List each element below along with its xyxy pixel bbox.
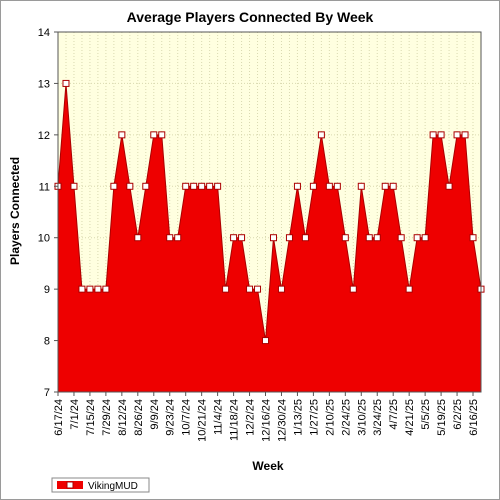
y-axis-label: Players Connected: [8, 157, 22, 265]
data-point: [365, 234, 373, 242]
data-point: [142, 182, 150, 190]
data-point: [269, 234, 277, 242]
chart-title: Average Players Connected By Week: [127, 9, 374, 25]
data-point: [150, 131, 158, 139]
x-axis-label: Week: [252, 459, 283, 473]
y-tick-label: 11: [39, 181, 50, 193]
data-point: [445, 182, 453, 190]
data-point: [341, 234, 349, 242]
y-tick-label: 8: [44, 336, 50, 348]
x-tick-label: 12/30/24: [276, 399, 288, 442]
data-point: [190, 182, 198, 190]
x-tick-label: 11/4/24: [213, 399, 225, 435]
data-point: [174, 234, 182, 242]
x-tick-label: 10/7/24: [181, 399, 193, 436]
x-tick-label: 12/2/24: [245, 399, 257, 436]
legend: VikingMUD: [51, 477, 150, 493]
data-point: [389, 182, 397, 190]
data-point: [381, 182, 389, 190]
y-tick-label: 14: [38, 27, 50, 39]
data-point: [405, 285, 413, 293]
data-point: [110, 182, 118, 190]
x-tick-label: 11/18/24: [229, 399, 241, 441]
plot-area: 7 8 9 10 11 12 13 14 6/17/24 7/1/24 7/15/24 7/29/24…: [38, 27, 485, 442]
x-tick-label: 6/2/25: [452, 399, 464, 430]
data-point: [285, 234, 293, 242]
x-tick-label: 5/19/25: [436, 399, 448, 436]
x-tick-label: 5/5/25: [420, 399, 432, 430]
data-point: [373, 234, 381, 242]
y-tick-label: 9: [44, 284, 50, 296]
plot-border: [57, 31, 482, 393]
x-tick-label: 3/10/25: [356, 399, 368, 436]
x-tick-label: 7/1/24: [69, 399, 81, 430]
x-tick-label: 9/9/24: [149, 399, 161, 430]
x-tick-label: 4/21/25: [404, 399, 416, 436]
data-point: [214, 182, 222, 190]
data-point: [246, 285, 254, 293]
data-point: [118, 131, 126, 139]
x-tick-label: 7/15/24: [85, 399, 97, 436]
data-point: [437, 131, 445, 139]
data-point: [429, 131, 437, 139]
x-tick-label: 1/13/25: [292, 399, 304, 436]
data-point: [397, 234, 405, 242]
data-point: [94, 285, 102, 293]
legend-marker: [66, 481, 74, 489]
data-point: [421, 234, 429, 242]
x-tick-label: 1/27/25: [308, 399, 320, 436]
series-line-vikingmud: [57, 83, 482, 341]
data-point: [134, 234, 142, 242]
data-point: [78, 285, 86, 293]
data-point: [309, 182, 317, 190]
x-tick-label: 6/17/24: [53, 399, 65, 436]
data-point: [293, 182, 301, 190]
data-point: [317, 131, 325, 139]
x-tick-label: 6/16/25: [468, 399, 480, 436]
data-point: [166, 234, 174, 242]
x-tick-label: 4/7/25: [388, 399, 400, 430]
data-point: [238, 234, 246, 242]
data-point: [357, 182, 365, 190]
data-point: [469, 234, 477, 242]
data-point: [222, 285, 230, 293]
x-tick-label: 12/16/24: [261, 399, 273, 442]
x-tick-label: 7/29/24: [101, 399, 113, 436]
series-area-vikingmud: [58, 83, 481, 392]
y-tick-label: 7: [44, 387, 50, 399]
data-point: [182, 182, 190, 190]
x-tick-label: 2/10/25: [324, 399, 336, 436]
y-tick-label: 12: [38, 130, 50, 142]
x-tick-label: 8/26/24: [133, 399, 145, 436]
data-point: [86, 285, 94, 293]
legend-label: VikingMUD: [88, 481, 138, 492]
x-tick-label: 3/24/25: [372, 399, 384, 436]
data-point: [262, 337, 270, 345]
x-tick-label: 9/23/24: [165, 399, 177, 436]
data-point: [333, 182, 341, 190]
y-tick-label: 10: [38, 233, 50, 245]
data-point: [198, 182, 206, 190]
data-point: [254, 285, 262, 293]
data-point: [126, 182, 134, 190]
x-tick-label: 10/21/24: [197, 399, 209, 442]
x-tick-label: 8/12/24: [117, 399, 129, 436]
data-point: [325, 182, 333, 190]
data-point: [349, 285, 357, 293]
data-point: [413, 234, 421, 242]
data-point: [230, 234, 238, 242]
data-point: [453, 131, 461, 139]
data-point: [158, 131, 166, 139]
data-point: [206, 182, 214, 190]
data-point: [62, 79, 70, 87]
x-tick-label: 2/24/25: [340, 399, 352, 436]
data-point: [70, 182, 78, 190]
data-point: [461, 131, 469, 139]
data-point: [277, 285, 285, 293]
data-point: [301, 234, 309, 242]
data-point: [102, 285, 110, 293]
y-tick-label: 13: [38, 78, 50, 90]
